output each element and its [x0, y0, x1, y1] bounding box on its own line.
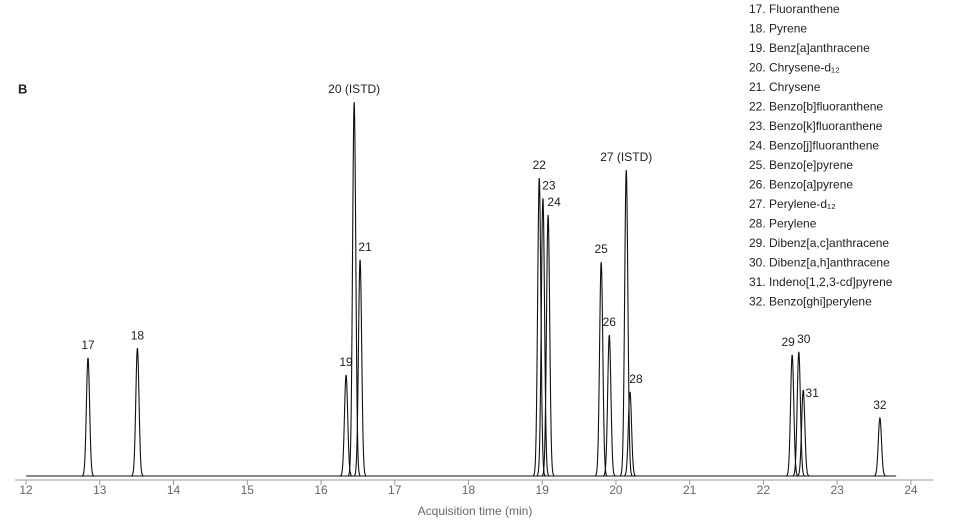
- peak-label: 29: [781, 335, 795, 349]
- x-tick-label: 18: [462, 483, 476, 497]
- legend-item: 19. Benz[a]anthracene: [749, 41, 870, 55]
- peak-label: 17: [81, 338, 95, 352]
- peak: [131, 348, 144, 477]
- legend-item: 27. Perylene-d₁₂: [749, 197, 836, 211]
- peak: [619, 170, 633, 477]
- peak: [873, 416, 886, 477]
- legend-item: 22. Benzo[b]fluoranthene: [749, 100, 883, 114]
- legend-item: 18. Pyrene: [749, 22, 807, 36]
- x-tick-label: 21: [683, 483, 697, 497]
- peak-label: 30: [797, 332, 811, 346]
- panel-label: B: [18, 81, 27, 96]
- peak: [536, 198, 550, 477]
- x-tick-label: 23: [830, 483, 844, 497]
- peak: [623, 391, 637, 477]
- peak-label: 20 (ISTD): [328, 82, 380, 96]
- peak-label: 26: [603, 315, 617, 329]
- legend-item: 26. Benzo[a]pyrene: [749, 178, 853, 192]
- legend-item: 30. Dibenz[a,h]anthracene: [749, 256, 890, 270]
- x-tick-label: 13: [93, 483, 107, 497]
- legend-item: 28. Perylene: [749, 217, 817, 231]
- legend-item: 23. Benzo[k]fluoranthene: [749, 119, 883, 133]
- x-tick-label: 12: [19, 483, 33, 497]
- x-tick-label: 20: [609, 483, 623, 497]
- peak-label: 27 (ISTD): [600, 150, 652, 164]
- legend-item: 25. Benzo[e]pyrene: [749, 158, 853, 172]
- x-tick-label: 15: [241, 483, 255, 497]
- legend-item: 24. Benzo[j]fluoranthene: [749, 139, 879, 153]
- x-axis-title: Acquisition time (min): [418, 504, 533, 518]
- x-tick-label: 14: [167, 483, 181, 497]
- peak: [797, 389, 810, 477]
- peak: [792, 351, 805, 477]
- peak: [603, 334, 616, 477]
- legend-item: 31. Indeno[1,2,3-cd]pyrene: [749, 275, 893, 289]
- peak: [541, 214, 555, 477]
- x-tick-label: 16: [314, 483, 328, 497]
- peak-label: 28: [629, 372, 643, 386]
- x-tick-label: 24: [904, 483, 918, 497]
- legend-item: 32. Benzo[ghi]perylene: [749, 295, 872, 309]
- peak-label: 32: [873, 398, 887, 412]
- peak: [81, 357, 95, 477]
- peak-label: 23: [542, 178, 556, 192]
- peak-label: 19: [339, 355, 353, 369]
- peak: [532, 177, 546, 477]
- x-tick-label: 19: [536, 483, 550, 497]
- peak-label: 31: [806, 386, 820, 400]
- peak: [353, 259, 367, 477]
- peak-label: 25: [595, 242, 609, 256]
- legend-item: 20. Chrysene-d₁₂: [749, 61, 840, 75]
- peak-label: 18: [131, 328, 145, 342]
- x-tick-label: 22: [757, 483, 771, 497]
- peak: [594, 262, 608, 477]
- legend-item: 17. Fluoranthene: [749, 2, 840, 16]
- peak: [786, 354, 799, 477]
- legend-item: 29. Dibenz[a,c]anthracene: [749, 236, 889, 250]
- peak-label: 22: [533, 158, 547, 172]
- peak-label: 24: [547, 195, 561, 209]
- peak: [347, 101, 361, 477]
- x-tick-label: 17: [388, 483, 402, 497]
- peak: [339, 374, 353, 477]
- peak-label: 21: [358, 240, 372, 254]
- legend-item: 21. Chrysene: [749, 80, 821, 94]
